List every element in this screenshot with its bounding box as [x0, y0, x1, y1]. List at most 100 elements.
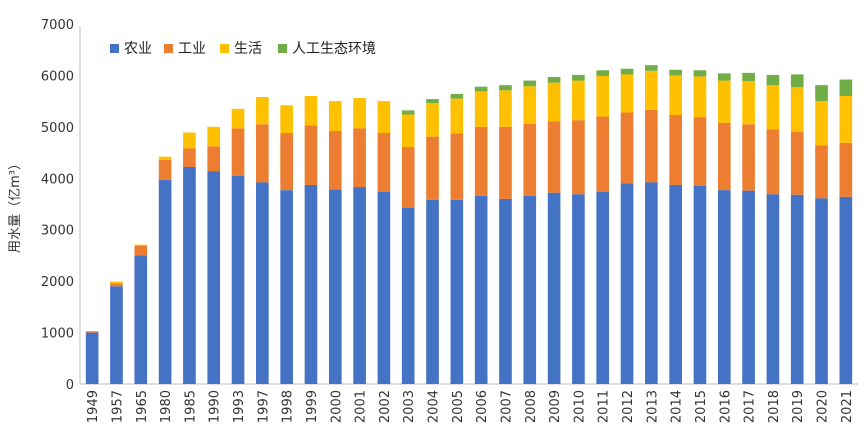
bar-segment-2007-s0 [499, 198, 512, 384]
bar-segment-2015-s0 [693, 186, 707, 384]
y-tick-label: 2000 [41, 275, 74, 290]
bar-stack-2008 [523, 80, 537, 384]
bar-segment-1998-s2 [280, 105, 293, 134]
bar-segment-2001-s1 [353, 128, 366, 188]
bar-segment-1957-s0 [110, 286, 123, 384]
bar-stack-1949 [85, 331, 99, 384]
bar-segment-2015-s2 [693, 76, 707, 118]
bar-stack-2021 [839, 79, 853, 384]
bar-segment-2008-s1 [523, 123, 537, 196]
x-tick-label: 2016 [718, 390, 733, 423]
x-tick-label: 2003 [402, 390, 417, 423]
bar-segment-1998-s0 [280, 190, 293, 384]
bar-segment-2008-s0 [523, 195, 537, 384]
bar-segment-2004-s1 [426, 136, 439, 200]
bar-segment-2009-s1 [547, 121, 561, 193]
bar-segment-2017-s2 [742, 81, 755, 125]
bar-segment-1998-s1 [280, 133, 293, 191]
y-tick-label: 5000 [41, 121, 74, 136]
x-tick-label: 2021 [840, 390, 855, 423]
bar-segment-2014-s0 [669, 184, 682, 384]
bar-segment-2005-s0 [450, 199, 464, 384]
bar-segment-2020-s1 [815, 145, 828, 199]
bar-segment-1990-s1 [207, 146, 221, 172]
bar-segment-2001-s2 [353, 98, 366, 129]
bar-segment-2002-s0 [377, 191, 391, 384]
x-tick-label: 2008 [524, 390, 539, 423]
bar-stack-1999 [304, 96, 318, 384]
x-tick-label: 1990 [208, 390, 223, 423]
bar-stack-2017 [742, 72, 755, 384]
x-tick-label: 2013 [645, 390, 660, 423]
bar-segment-1965-s2 [134, 244, 148, 246]
bar-segment-2015-s3 [693, 70, 707, 77]
x-tick-label: 2000 [329, 390, 344, 423]
bar-segment-2007-s1 [499, 126, 512, 199]
bar-segment-2006-s2 [474, 91, 488, 127]
x-tick-label: 2015 [694, 390, 709, 423]
bar-segment-1980-s0 [158, 179, 172, 384]
bar-segment-2012-s0 [620, 183, 634, 384]
y-tick-label: 0 [66, 378, 74, 393]
legend-label-s2: 生活 [234, 41, 262, 57]
bar-segment-2013-s1 [645, 109, 658, 183]
bar-segment-2005-s3 [450, 93, 464, 99]
x-tick-label: 2009 [548, 390, 563, 423]
bar-segment-1997-s2 [256, 97, 269, 125]
bar-segment-1985-s2 [183, 132, 196, 149]
bar-stack-2016 [717, 73, 731, 384]
bar-segment-2004-s2 [426, 103, 439, 137]
bar-segment-2013-s0 [645, 182, 658, 384]
bar-stack-2003 [401, 110, 415, 384]
bar-segment-1993-s1 [231, 128, 245, 176]
bar-segment-2010-s3 [572, 74, 585, 81]
bar-segment-1985-s0 [183, 166, 196, 384]
bar-segment-1949-s0 [85, 332, 99, 384]
bar-segment-1985-s1 [183, 148, 196, 167]
bar-segment-2010-s1 [572, 120, 585, 195]
bar-stack-2013 [645, 65, 658, 384]
x-tick-label: 2018 [767, 390, 782, 423]
bar-segment-2001-s0 [353, 187, 366, 384]
bar-stack-2019 [790, 74, 804, 384]
bar-segment-2011-s1 [596, 116, 610, 192]
bar-segment-2018-s1 [766, 129, 780, 195]
bar-segment-2020-s2 [815, 101, 828, 146]
y-tick-label: 3000 [41, 224, 74, 239]
axes [79, 26, 858, 385]
bar-segment-2009-s2 [547, 82, 561, 122]
bar-segment-2005-s2 [450, 98, 464, 134]
bar-segment-1999-s1 [304, 125, 318, 185]
bar-segment-2014-s2 [669, 75, 682, 116]
bar-segment-2008-s2 [523, 86, 537, 124]
bar-segment-2016-s2 [717, 80, 731, 123]
bar-stack-2001 [353, 98, 366, 384]
bar-stack-2018 [766, 74, 780, 384]
x-tick-label: 1949 [86, 390, 101, 423]
x-tick-label: 2001 [354, 390, 369, 423]
x-tick-label: 1985 [183, 390, 198, 423]
x-tick-label: 1957 [110, 390, 125, 423]
bar-segment-2020-s0 [815, 198, 828, 384]
y-axis-label: 用水量（亿m³） [8, 157, 23, 253]
legend-label-s1: 工业 [178, 41, 206, 57]
bar-segment-1949-s2 [85, 331, 99, 332]
legend-swatch-s2 [220, 44, 229, 53]
bar-segment-2021-s2 [839, 96, 853, 143]
x-tick-label: 2019 [791, 390, 806, 423]
bar-segment-2019-s0 [790, 194, 804, 384]
bar-segment-2017-s0 [742, 190, 755, 384]
bar-segment-1993-s2 [231, 108, 245, 129]
bar-segment-2011-s2 [596, 75, 610, 117]
bar-segment-2016-s3 [717, 73, 731, 81]
bar-segment-2000-s0 [328, 189, 342, 384]
bar-stack-2010 [572, 74, 585, 384]
y-tick-label: 6000 [41, 69, 74, 84]
bar-segment-1990-s0 [207, 171, 221, 384]
bar-segment-2020-s3 [815, 85, 828, 102]
bar-stack-2004 [426, 99, 439, 384]
bar-segment-1993-s0 [231, 175, 245, 384]
bar-segment-2014-s1 [669, 115, 682, 185]
bar-segment-2011-s3 [596, 70, 610, 76]
